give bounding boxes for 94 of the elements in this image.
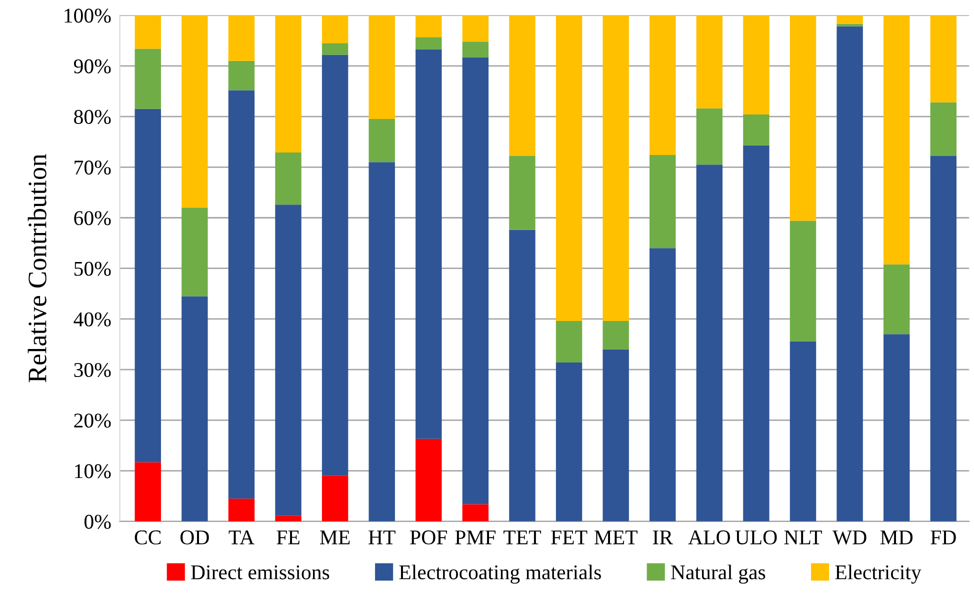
x-tick-label: POF bbox=[410, 530, 448, 544]
bar bbox=[836, 24, 863, 26]
bar bbox=[368, 162, 395, 522]
bar bbox=[322, 476, 348, 522]
legend-label: Direct emissions bbox=[191, 565, 330, 580]
x-tick-label: IR bbox=[652, 530, 674, 544]
bar bbox=[322, 43, 348, 55]
x-tick-label: NLT bbox=[784, 530, 822, 544]
bar bbox=[228, 498, 255, 522]
bar bbox=[275, 152, 302, 205]
bar bbox=[182, 296, 208, 522]
x-tick-label: TET bbox=[504, 530, 541, 544]
bar bbox=[322, 15, 348, 44]
bar bbox=[416, 37, 442, 50]
bar bbox=[743, 15, 770, 114]
bar bbox=[602, 321, 629, 350]
bar bbox=[696, 108, 723, 165]
bar bbox=[228, 90, 255, 499]
legend-label: Natural gas bbox=[671, 564, 766, 584]
bar bbox=[790, 341, 816, 522]
bar bbox=[134, 48, 161, 109]
bar bbox=[883, 264, 910, 334]
bar bbox=[602, 15, 629, 321]
y-tick-label: 20% bbox=[74, 414, 111, 428]
bar bbox=[275, 516, 302, 522]
bar bbox=[743, 114, 770, 146]
y-tick-label: 100% bbox=[64, 8, 111, 23]
legend-label: Electrocoating materials bbox=[399, 564, 601, 584]
bar bbox=[368, 119, 395, 162]
y-tick-label: 70% bbox=[74, 160, 111, 175]
bar bbox=[696, 15, 723, 108]
x-tick-label: FET bbox=[551, 530, 588, 544]
bar bbox=[228, 15, 255, 61]
x-tick-label: FE bbox=[276, 530, 300, 544]
y-tick-label: 10% bbox=[75, 464, 111, 478]
bar bbox=[416, 438, 442, 522]
bar bbox=[930, 102, 956, 156]
x-tick-label: ALO bbox=[688, 530, 730, 544]
x-tick-label: PMF bbox=[455, 530, 496, 544]
legend-label: Electricity bbox=[835, 564, 922, 584]
bar bbox=[836, 26, 863, 522]
bar bbox=[556, 15, 582, 321]
x-tick-label: TA bbox=[228, 530, 254, 544]
bar bbox=[182, 15, 208, 208]
bar bbox=[790, 15, 816, 221]
bar bbox=[228, 60, 255, 90]
bar bbox=[462, 15, 489, 42]
y-tick-label: 80% bbox=[74, 110, 111, 124]
bar bbox=[416, 49, 442, 439]
bar bbox=[509, 15, 536, 156]
y-tick-label: 40% bbox=[74, 312, 111, 326]
y-tick-label: 0% bbox=[84, 514, 111, 529]
bar bbox=[322, 54, 348, 476]
bar bbox=[134, 108, 161, 462]
bar bbox=[182, 208, 208, 296]
x-tick-label: ULO bbox=[735, 530, 777, 544]
bar bbox=[134, 462, 161, 522]
bar bbox=[883, 334, 910, 522]
bar bbox=[602, 349, 629, 522]
x-tick-label: FD bbox=[930, 530, 956, 544]
bar bbox=[368, 15, 395, 120]
bar bbox=[462, 504, 489, 522]
bar bbox=[650, 154, 676, 248]
x-tick-label: HT bbox=[368, 530, 396, 544]
bar bbox=[556, 321, 582, 362]
y-tick-label: 30% bbox=[74, 362, 111, 378]
x-tick-label: MD bbox=[880, 530, 913, 544]
bar bbox=[930, 15, 956, 102]
x-tick-label: CC bbox=[134, 530, 161, 544]
bar bbox=[509, 230, 536, 522]
bar bbox=[930, 156, 956, 522]
bar bbox=[883, 15, 910, 264]
y-axis-title: Relative Contribution bbox=[28, 154, 46, 382]
y-tick-label: 90% bbox=[74, 59, 111, 74]
bar bbox=[743, 145, 770, 522]
bar bbox=[556, 362, 582, 522]
y-tick-label: 60% bbox=[74, 211, 111, 226]
bar bbox=[275, 15, 302, 152]
x-tick-label: OD bbox=[180, 530, 209, 544]
bar bbox=[696, 164, 723, 522]
bar bbox=[836, 15, 863, 24]
bar bbox=[275, 204, 302, 516]
x-tick-label: WD bbox=[832, 530, 866, 545]
bar bbox=[462, 57, 489, 504]
bar bbox=[650, 15, 676, 155]
x-tick-label: ME bbox=[320, 530, 350, 544]
x-tick-label: MET bbox=[594, 530, 638, 544]
bar bbox=[134, 15, 161, 49]
y-tick-label: 50% bbox=[74, 262, 111, 276]
bar bbox=[416, 15, 442, 38]
bar bbox=[790, 220, 816, 342]
bar bbox=[650, 248, 676, 522]
bar bbox=[462, 42, 489, 58]
bar bbox=[509, 156, 536, 230]
